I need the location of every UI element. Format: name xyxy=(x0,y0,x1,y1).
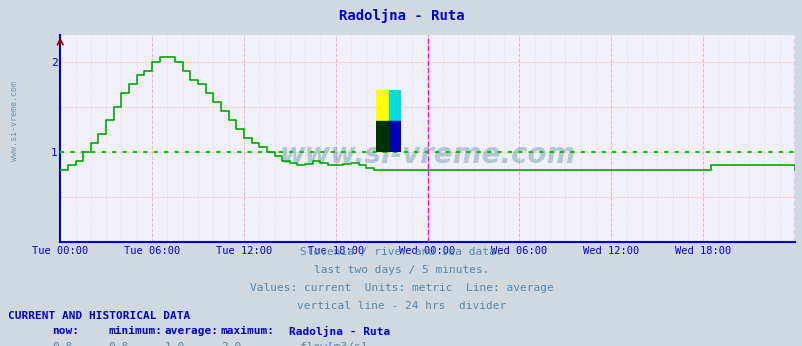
Text: 1.0: 1.0 xyxy=(164,342,184,346)
Text: flow[m3/s]: flow[m3/s] xyxy=(299,342,367,346)
Bar xyxy=(388,121,401,152)
Bar xyxy=(375,90,388,121)
Text: 0.8: 0.8 xyxy=(52,342,72,346)
Text: Radoljna - Ruta: Radoljna - Ruta xyxy=(338,9,464,23)
Text: last two days / 5 minutes.: last two days / 5 minutes. xyxy=(314,265,488,275)
Text: maximum:: maximum: xyxy=(221,326,274,336)
Text: minimum:: minimum: xyxy=(108,326,162,336)
Text: 2.0: 2.0 xyxy=(221,342,241,346)
Bar xyxy=(388,90,401,121)
Text: vertical line - 24 hrs  divider: vertical line - 24 hrs divider xyxy=(297,301,505,311)
Text: www.si-vreme.com: www.si-vreme.com xyxy=(279,141,575,169)
Text: Radoljna - Ruta: Radoljna - Ruta xyxy=(289,326,390,337)
Text: Slovenia / river and sea data.: Slovenia / river and sea data. xyxy=(300,247,502,257)
Text: Values: current  Units: metric  Line: average: Values: current Units: metric Line: aver… xyxy=(249,283,553,293)
Text: average:: average: xyxy=(164,326,218,336)
Text: 0.8: 0.8 xyxy=(108,342,128,346)
Text: www.si-vreme.com: www.si-vreme.com xyxy=(10,81,18,161)
Text: now:: now: xyxy=(52,326,79,336)
Bar xyxy=(375,121,388,152)
Text: CURRENT AND HISTORICAL DATA: CURRENT AND HISTORICAL DATA xyxy=(8,311,190,321)
